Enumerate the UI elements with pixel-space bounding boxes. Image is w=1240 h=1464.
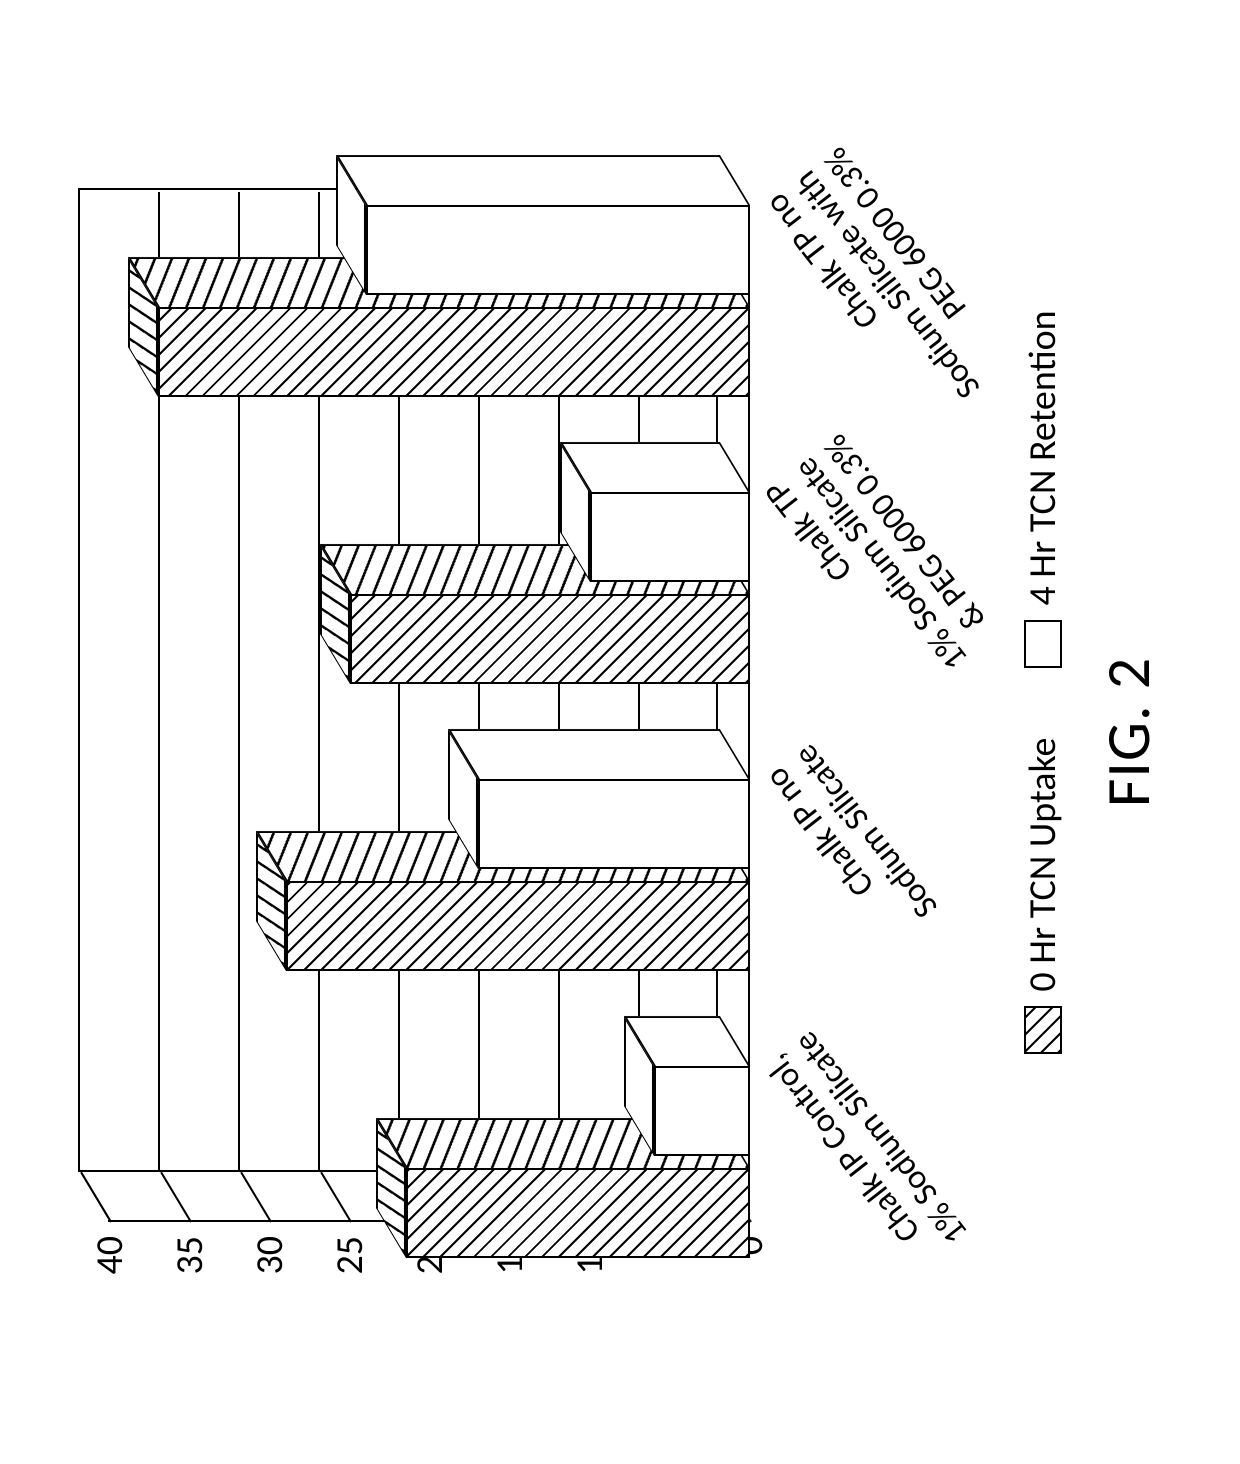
y-tick-label: 35 <box>167 1236 213 1275</box>
bar-uptake <box>350 595 750 685</box>
x-axis-label: Chalk IP noSodium Silicate <box>758 737 946 948</box>
bar-retention <box>478 780 750 870</box>
legend-item-uptake: 0 Hr TCN Uptake <box>1020 738 1066 1054</box>
edge-icon <box>80 1172 112 1223</box>
bar-uptake <box>286 882 750 972</box>
y-tick-label: 25 <box>327 1236 373 1275</box>
bar-retention <box>366 206 750 296</box>
gridline <box>78 192 80 1172</box>
plot-area <box>110 242 750 1222</box>
bar-side <box>560 443 750 493</box>
bar-front <box>286 882 750 972</box>
bar-front <box>158 308 750 398</box>
bar-front <box>590 493 750 583</box>
x-axis-label: Chalk TP1% Sodium Silicate& PEG 6000 0.3… <box>758 427 1005 700</box>
legend: 0 Hr TCN Uptake 4 Hr TCN Retention <box>1020 242 1066 1122</box>
bars <box>110 242 750 1222</box>
tcn-chart: 0510152025303540 Chalk IP Control,1% Sod… <box>70 82 1170 1382</box>
y-tick-label: 30 <box>247 1236 293 1275</box>
figure-caption: FIG. 2 <box>1090 82 1166 1382</box>
bar-front <box>366 206 750 296</box>
x-axis-label: Chalk TP noSodium Silicate withPEG 6000 … <box>758 140 1018 428</box>
bar-front <box>654 1067 750 1157</box>
legend-swatch-plain-icon <box>1024 620 1062 668</box>
legend-label-uptake: 0 Hr TCN Uptake <box>1020 738 1066 992</box>
bar-front <box>350 595 750 685</box>
bar-retention <box>654 1067 750 1157</box>
bar-retention <box>590 493 750 583</box>
page: 0510152025303540 Chalk IP Control,1% Sod… <box>0 0 1240 1464</box>
legend-swatch-hatch-icon <box>1024 1006 1062 1054</box>
bar-uptake <box>158 308 750 398</box>
x-axis-label: Chalk IP Control,1% Sodium Silicate <box>758 1024 976 1273</box>
bar-side <box>336 156 750 206</box>
x-axis-labels: Chalk IP Control,1% Sodium SilicateChalk… <box>750 242 1030 1222</box>
y-tick-label: 40 <box>87 1236 133 1275</box>
legend-label-retention: 4 Hr TCN Retention <box>1020 310 1066 605</box>
bar-uptake <box>406 1169 750 1259</box>
bar-front <box>406 1169 750 1259</box>
bar-front <box>478 780 750 870</box>
legend-item-retention: 4 Hr TCN Retention <box>1020 310 1066 667</box>
bar-side <box>448 730 750 780</box>
